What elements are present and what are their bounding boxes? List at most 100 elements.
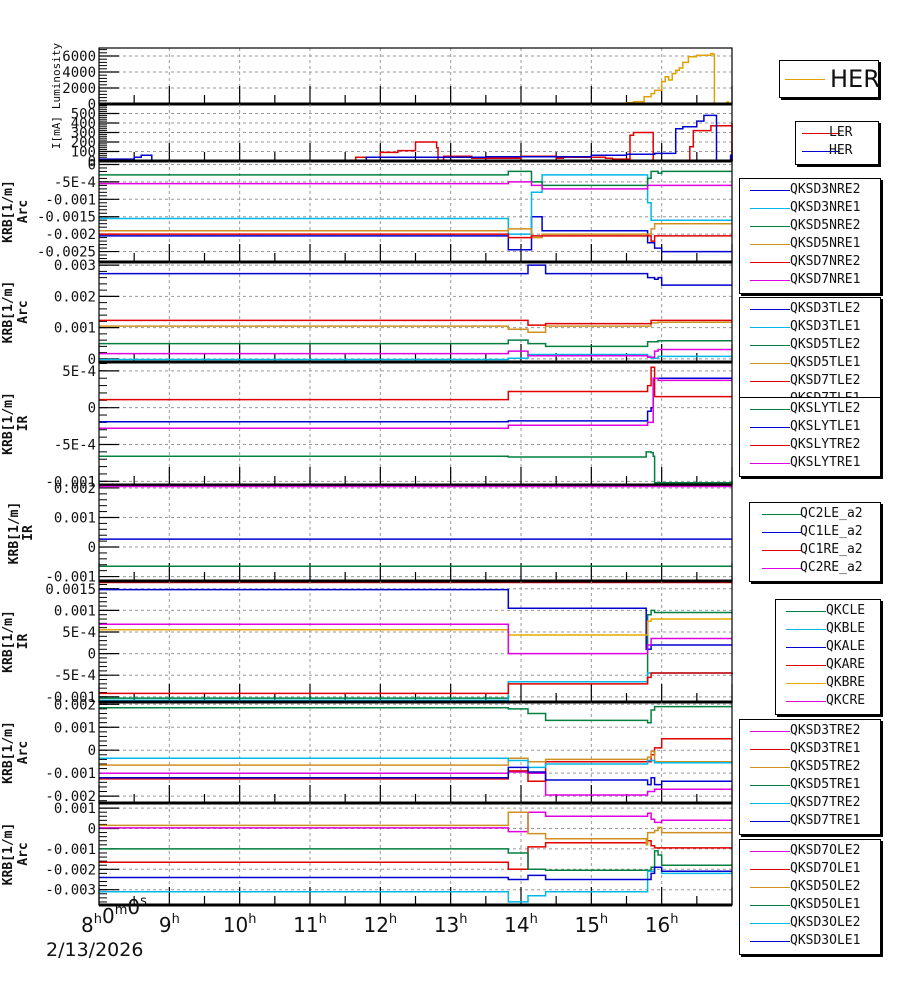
- legend-swatch: [750, 731, 790, 732]
- y-tick-label: 100: [71, 145, 96, 161]
- legend-arc-4: QKSD7OLE2 QKSD7OLE1 QKSD5OLE2 QKSD5OLE1 QKSD…: [739, 839, 881, 955]
- legend-swatch: [785, 79, 825, 80]
- series-line-her: [99, 52, 732, 105]
- legend-label: QKSLYTRE1: [790, 455, 861, 470]
- series-line-qkslytle2: [99, 451, 733, 484]
- y-tick-label: -5E-4: [54, 668, 96, 684]
- y-tick-label: -0.001: [45, 570, 96, 586]
- series-line-her: [99, 114, 733, 162]
- y-tick-label: 400: [71, 116, 96, 132]
- panel-arc-4: -0.003 -0.002 -0.001 0 0.001 KRB[1/m] Arc: [1, 801, 733, 907]
- legend-swatch: [750, 244, 790, 245]
- x-tick-label: 9h: [159, 912, 180, 937]
- legend-entry: HER: [780, 61, 880, 97]
- legend-entry: QKSD3TRE1: [740, 740, 880, 758]
- legend-swatch: [750, 463, 790, 464]
- panel-frame: [98, 160, 733, 263]
- legend-swatch: [762, 568, 802, 569]
- series-line-qksd5tre1: [99, 705, 732, 724]
- series-line-qksd5ole1: [99, 848, 732, 872]
- series-line-qksd3tre1: [99, 737, 732, 782]
- legend-label: QKSD7OLE1: [790, 861, 861, 876]
- panel-frame: [98, 802, 733, 906]
- legend-swatch: [750, 851, 790, 852]
- legend-swatch: [750, 427, 790, 428]
- series-line-qksd5tle1: [99, 321, 732, 334]
- legend-entry: QKBRE: [776, 674, 880, 692]
- x-tick-label: 13h: [434, 912, 468, 937]
- legend-swatch: [750, 803, 790, 804]
- series-line-qksd3nre2: [99, 215, 732, 253]
- legend-entry: QKSLYTRE2: [740, 436, 880, 454]
- series-line-qksd7nre1: [99, 181, 732, 190]
- y-tick-label: -0.0025: [37, 245, 96, 261]
- y-tick-label: 0: [88, 743, 96, 759]
- legend-swatch: [750, 767, 790, 768]
- legend-label: QKSD3NRE1: [790, 200, 861, 215]
- legend-entry: QKCLE: [776, 602, 880, 620]
- y-tick-label: 5E-4: [62, 364, 96, 380]
- legend-entry: QKSD5NRE2: [740, 217, 880, 235]
- panel-ir-1: -0.001 -5E-4 0 5E-4 KRB[1/m] IR: [1, 361, 733, 490]
- y-tick-label: 0: [88, 540, 96, 556]
- legend-label: QKSD3OLE1: [790, 933, 861, 948]
- legend-swatch: [750, 905, 790, 906]
- x-tick-label: 14h: [504, 912, 538, 937]
- legend-label: QKALE: [826, 639, 866, 654]
- legend-swatch: [750, 869, 790, 870]
- series-line-qksd7tre1: [99, 766, 732, 786]
- legend-entry: QKSLYTLE1: [740, 418, 880, 436]
- legend-entry: QKSD3TLE2: [740, 300, 880, 318]
- legend-label: QKBLE: [826, 621, 866, 636]
- legend-entry: QKSD3NRE2: [740, 181, 880, 199]
- y-tick-label: 0: [88, 352, 96, 368]
- legend-ir-3: QKCLE QKBLE QKALE QKARE QKBRE QKCRE: [775, 599, 881, 715]
- legend-label: QKSLYTRE2: [790, 437, 861, 452]
- legend-label: QKSD7TRE2: [790, 795, 861, 810]
- x-tick-label: 8h0m0s: [81, 894, 147, 937]
- series-line-qksd5ole2: [99, 811, 732, 846]
- legend-swatch: [750, 381, 790, 382]
- y-axis-title: KRB[1/m]: [1, 823, 16, 886]
- legend-swatch: [750, 363, 790, 364]
- y-axis-title: Luminosity: [50, 43, 63, 110]
- legend-label: QKARE: [826, 657, 866, 672]
- y-axis-title: IR: [16, 416, 31, 432]
- y-tick-label: -0.001: [45, 766, 96, 782]
- y-tick-label: 0.002: [54, 289, 96, 305]
- y-axis-title: Arc: [16, 741, 31, 764]
- legend-swatch: [750, 749, 790, 750]
- y-tick-label: 4000: [62, 65, 96, 81]
- legend-swatch: [786, 629, 826, 630]
- panel-arc-3: -0.002 -0.001 0 0.001 0.002 KRB[1/m] Arc: [1, 697, 733, 805]
- y-tick-label: 0: [88, 154, 96, 170]
- legend-label: QC1RE_a2: [800, 542, 863, 557]
- y-axis-title: IR: [16, 634, 31, 650]
- legend-label: HER: [830, 65, 880, 93]
- legend-swatch: [786, 683, 826, 684]
- legend-arc-2: QKSD3TLE2 QKSD3TLE1 QKSD5TLE2 QKSD5TLE1 QKSD…: [739, 297, 881, 413]
- y-tick-label: -5E-4: [54, 175, 96, 191]
- legend-label: QKSD3TRE1: [790, 741, 861, 756]
- legend-label: LER: [829, 125, 853, 140]
- legend-swatch: [786, 701, 826, 702]
- y-tick-label: -0.0015: [37, 210, 96, 226]
- legend-swatch: [750, 280, 790, 281]
- legend-swatch: [750, 445, 790, 446]
- legend-entry: QKBLE: [776, 620, 880, 638]
- y-tick-label: 0.0015: [45, 582, 96, 598]
- legend-label: QKSD3TLE1: [790, 319, 861, 334]
- y-tick-label: 0.001: [54, 801, 96, 817]
- legend-swatch: [750, 821, 790, 822]
- legend-current: LER HER: [795, 121, 879, 165]
- series-line-qksd7ole2: [99, 811, 732, 833]
- legend-swatch: [786, 665, 826, 666]
- y-tick-label: 2000: [62, 81, 96, 97]
- y-tick-label: 0: [88, 401, 96, 417]
- legend-entry: QKSD5TLE2: [740, 336, 880, 354]
- legend-entry: QC2LE_a2: [750, 505, 880, 523]
- legend-entry: QKALE: [776, 638, 880, 656]
- panel-arc-1: -0.0025 -0.002-0.0015 -0.001-5E-4 0 KRB[1/m]…: [1, 157, 733, 264]
- legend-label: QKSD5NRE1: [790, 236, 861, 251]
- y-tick-label: 0: [88, 97, 96, 113]
